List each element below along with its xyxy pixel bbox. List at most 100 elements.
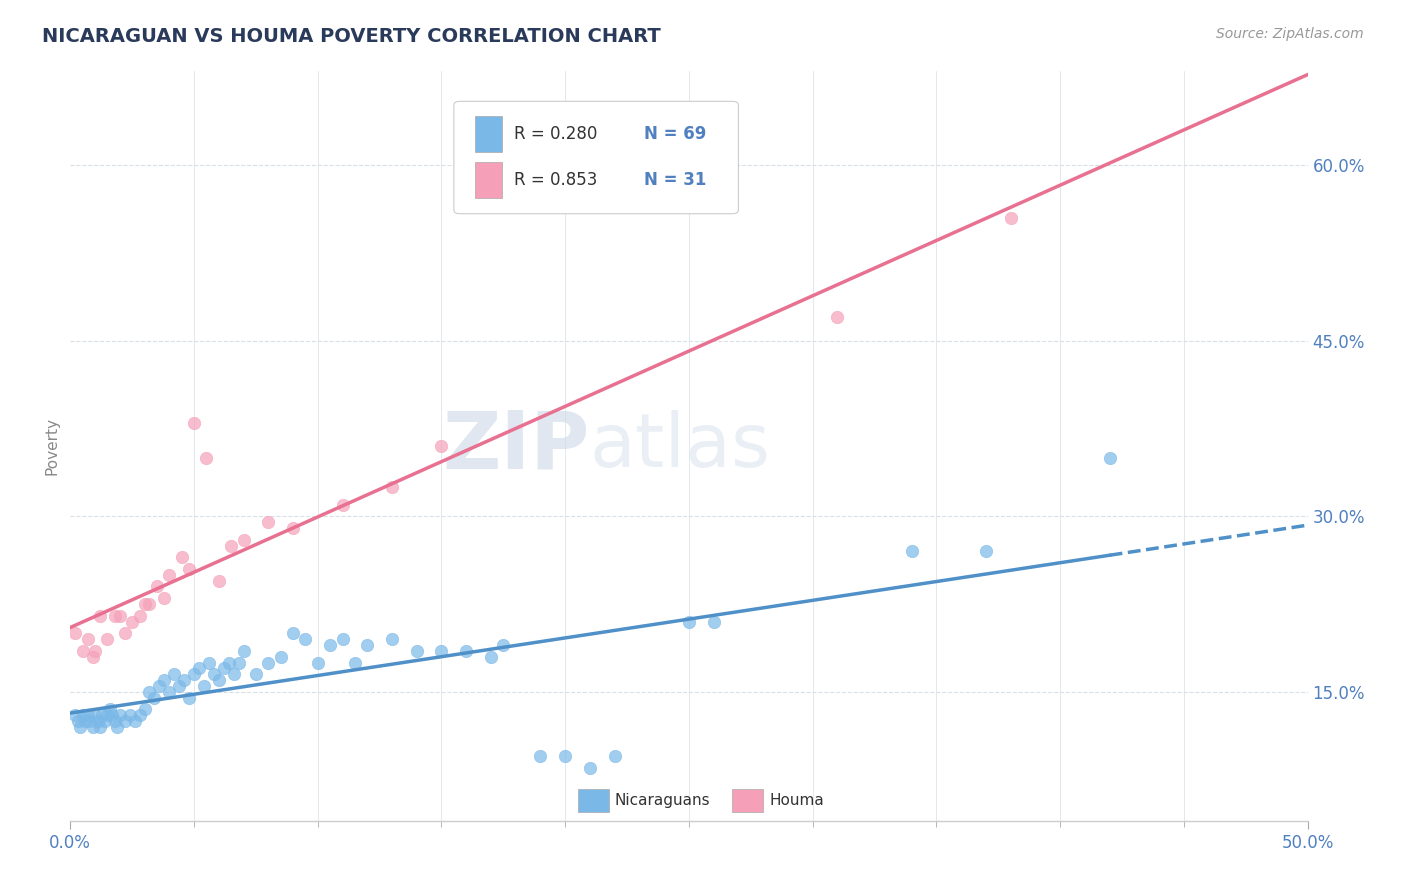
Point <box>96 708 118 723</box>
Point <box>114 626 136 640</box>
Point <box>89 608 111 623</box>
Point <box>108 708 131 723</box>
Point <box>381 632 404 647</box>
Point <box>170 550 193 565</box>
Text: NICARAGUAN VS HOUMA POVERTY CORRELATION CHART: NICARAGUAN VS HOUMA POVERTY CORRELATION … <box>42 27 661 45</box>
Point <box>356 638 378 652</box>
Point <box>177 562 200 576</box>
Point <box>157 567 180 582</box>
Point <box>228 656 250 670</box>
Text: N = 31: N = 31 <box>644 171 707 189</box>
Point <box>381 480 404 494</box>
Point <box>146 580 169 594</box>
Point <box>827 310 849 325</box>
Point <box>208 673 231 688</box>
Point <box>134 597 156 611</box>
Point <box>72 708 94 723</box>
Text: N = 69: N = 69 <box>644 125 707 143</box>
Point <box>167 679 190 693</box>
Point <box>430 644 453 658</box>
Point <box>65 708 87 723</box>
Point <box>232 644 254 658</box>
Point <box>456 644 478 658</box>
Point <box>188 661 211 675</box>
Point <box>79 714 101 728</box>
Point <box>138 685 160 699</box>
Point <box>554 749 576 764</box>
Point <box>219 539 242 553</box>
FancyBboxPatch shape <box>578 789 609 812</box>
Point <box>603 749 626 764</box>
Point <box>193 679 215 693</box>
Point <box>86 714 108 728</box>
Point <box>479 649 502 664</box>
Point <box>128 708 150 723</box>
Point <box>105 720 128 734</box>
Point <box>65 626 87 640</box>
Point <box>72 644 94 658</box>
Point <box>108 608 131 623</box>
Point <box>94 714 117 728</box>
Point <box>1098 450 1121 465</box>
Point <box>405 644 427 658</box>
Point <box>195 450 218 465</box>
Point <box>257 656 280 670</box>
Point <box>703 615 725 629</box>
Point <box>153 673 176 688</box>
Point <box>91 708 114 723</box>
Point <box>678 615 700 629</box>
FancyBboxPatch shape <box>454 102 738 214</box>
Text: Nicaraguans: Nicaraguans <box>614 793 710 808</box>
Point <box>319 638 342 652</box>
Point <box>270 649 292 664</box>
Point <box>430 439 453 453</box>
Point <box>82 720 104 734</box>
Point <box>82 649 104 664</box>
Point <box>124 714 146 728</box>
Point <box>121 615 143 629</box>
Point <box>118 708 141 723</box>
FancyBboxPatch shape <box>475 162 502 198</box>
Point <box>75 714 97 728</box>
Point <box>89 720 111 734</box>
Point <box>163 667 186 681</box>
Text: Houma: Houma <box>769 793 824 808</box>
Text: R = 0.280: R = 0.280 <box>515 125 598 143</box>
Point <box>208 574 231 588</box>
Point <box>579 761 602 775</box>
Point <box>281 521 304 535</box>
Point <box>104 714 127 728</box>
Point <box>492 638 515 652</box>
Point <box>294 632 316 647</box>
Point <box>183 667 205 681</box>
Point <box>101 708 124 723</box>
FancyBboxPatch shape <box>733 789 763 812</box>
Point <box>143 690 166 705</box>
Text: atlas: atlas <box>591 409 770 483</box>
Point <box>332 632 354 647</box>
Point <box>307 656 329 670</box>
Point <box>114 714 136 728</box>
Point <box>212 661 235 675</box>
Point <box>157 685 180 699</box>
Point <box>232 533 254 547</box>
Point <box>177 690 200 705</box>
Point <box>257 515 280 529</box>
Point <box>98 702 121 716</box>
Point <box>529 749 551 764</box>
Text: R = 0.853: R = 0.853 <box>515 171 598 189</box>
Point <box>222 667 245 681</box>
Point <box>153 591 176 606</box>
Point <box>183 416 205 430</box>
Point <box>84 708 107 723</box>
Point <box>343 656 366 670</box>
Point <box>218 656 240 670</box>
Point <box>128 608 150 623</box>
Point <box>1000 211 1022 225</box>
Point <box>202 667 225 681</box>
Point <box>332 498 354 512</box>
Point <box>138 597 160 611</box>
Text: Source: ZipAtlas.com: Source: ZipAtlas.com <box>1216 27 1364 41</box>
Point <box>69 720 91 734</box>
Point <box>900 544 922 558</box>
